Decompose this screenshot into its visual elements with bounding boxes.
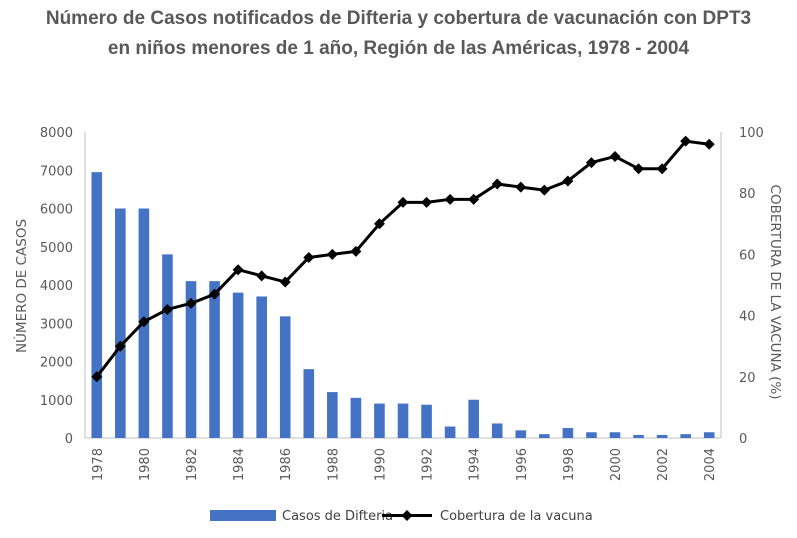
bar-1995 (491, 423, 503, 438)
coverage-point-1981 (161, 303, 173, 315)
bar-1986 (279, 316, 291, 438)
coverage-point-1989 (350, 245, 362, 257)
x-tick-label: 1998 (562, 448, 577, 481)
bar-1981 (162, 254, 173, 438)
coverage-point-1991 (397, 196, 409, 208)
coverage-point-1987 (303, 251, 315, 263)
x-tick-label: 2000 (609, 448, 624, 481)
bar-1990 (374, 403, 385, 438)
x-tick-label: 1986 (279, 448, 294, 481)
bar-1987 (303, 369, 315, 438)
bar-1984 (232, 292, 244, 438)
y-left-tick-label: 0 (65, 432, 73, 447)
bar-1997 (539, 434, 550, 438)
y-left-tick-label: 1000 (40, 394, 73, 409)
bar-2004 (703, 432, 715, 438)
bars-layer (91, 172, 715, 438)
axes-layer (84, 132, 722, 439)
x-tick-label: 1992 (421, 448, 436, 481)
coverage-point-1993 (444, 193, 456, 205)
bar-1999 (586, 432, 597, 438)
coverage-point-1980 (138, 316, 150, 328)
y-axis-left-title: NÚMERO DE CASOS (12, 219, 30, 353)
bar-2001 (633, 434, 644, 438)
legend-swatch-bars (210, 510, 276, 521)
coverage-point-1985 (256, 270, 268, 282)
coverage-point-1990 (373, 218, 385, 230)
x-tick-label: 1988 (326, 448, 341, 481)
x-tick-label: 1978 (91, 448, 106, 481)
coverage-point-1984 (232, 264, 244, 276)
y-right-tick-label: 20 (739, 371, 756, 386)
coverage-point-1978 (91, 371, 103, 383)
x-tick-label: 2002 (656, 448, 671, 481)
bar-1996 (515, 430, 527, 438)
y-left-tick-label: 2000 (40, 356, 73, 371)
y-right-tick-label: 60 (739, 248, 756, 263)
legend-label-line: Cobertura de la vacuna (440, 509, 593, 524)
x-tick-label: 1984 (232, 448, 247, 481)
bar-1979 (115, 208, 126, 438)
coverage-point-1996 (515, 181, 527, 193)
x-tick-label: 1982 (185, 448, 200, 481)
coverage-point-1979 (114, 340, 126, 352)
bar-1989 (350, 397, 362, 438)
coverage-point-1992 (421, 196, 433, 208)
bar-2003 (680, 434, 691, 438)
bar-2000 (609, 432, 621, 438)
coverage-point-2002 (656, 163, 668, 175)
coverage-point-1995 (491, 178, 503, 190)
y-left-tick-label: 3000 (40, 317, 73, 332)
bar-1998 (562, 428, 574, 438)
y-left-tick-label: 6000 (40, 203, 73, 218)
x-tick-label: 1996 (515, 448, 530, 481)
y-right-tick-label: 80 (739, 187, 756, 202)
coverage-point-1983 (209, 288, 221, 300)
legend: Casos de Difteria Cobertura de la vacuna (210, 509, 593, 524)
y-left-tick-label: 7000 (40, 164, 73, 179)
x-tick-label: 2004 (703, 448, 718, 481)
y-right-tick-label: 100 (739, 126, 764, 141)
bar-1994 (468, 399, 479, 438)
y-left-tick-label: 4000 (40, 279, 73, 294)
coverage-point-1986 (279, 276, 291, 288)
bar-1991 (397, 403, 409, 438)
bar-1985 (256, 296, 267, 438)
bar-1992 (421, 404, 432, 438)
bar-1988 (327, 392, 338, 438)
coverage-point-1998 (562, 175, 574, 187)
x-tick-label: 1980 (138, 448, 153, 481)
bar-1993 (444, 426, 456, 438)
coverage-point-1999 (585, 157, 597, 169)
chart-title-line-1: Número de Casos notificados de Difteria … (45, 8, 752, 29)
coverage-point-1997 (538, 184, 550, 196)
coverage-point-1994 (468, 193, 480, 205)
y-right-tick-label: 0 (739, 432, 747, 447)
y-axis-right-title: COBERTURA DE LA VACUNA (%) (767, 185, 783, 400)
x-tick-label: 1990 (373, 448, 388, 481)
bar-1983 (209, 281, 220, 438)
coverage-point-2003 (680, 135, 692, 147)
y-right-tick-label: 40 (739, 310, 756, 325)
legend-label-bars: Casos de Difteria (282, 509, 393, 524)
coverage-point-1988 (326, 248, 338, 260)
coverage-point-2004 (703, 138, 715, 150)
y-left-tick-label: 8000 (40, 126, 73, 141)
legend-marker-diamond (401, 510, 413, 521)
bar-1978 (91, 172, 103, 438)
chart-title-line-2: en niños menores de 1 año, Región de las… (107, 38, 690, 59)
line-layer (91, 135, 715, 383)
y-left-tick-label: 5000 (40, 241, 73, 256)
coverage-point-2000 (609, 150, 621, 162)
coverage-point-1982 (185, 297, 197, 309)
bar-2002 (656, 434, 668, 438)
coverage-point-2001 (633, 163, 645, 175)
x-tick-label: 1994 (468, 448, 483, 481)
bar-1982 (185, 281, 197, 438)
tick-labels-layer: 0 1000 2000 3000 4000 5000 6000 7000 8000 0 20 40 60… (40, 126, 764, 481)
